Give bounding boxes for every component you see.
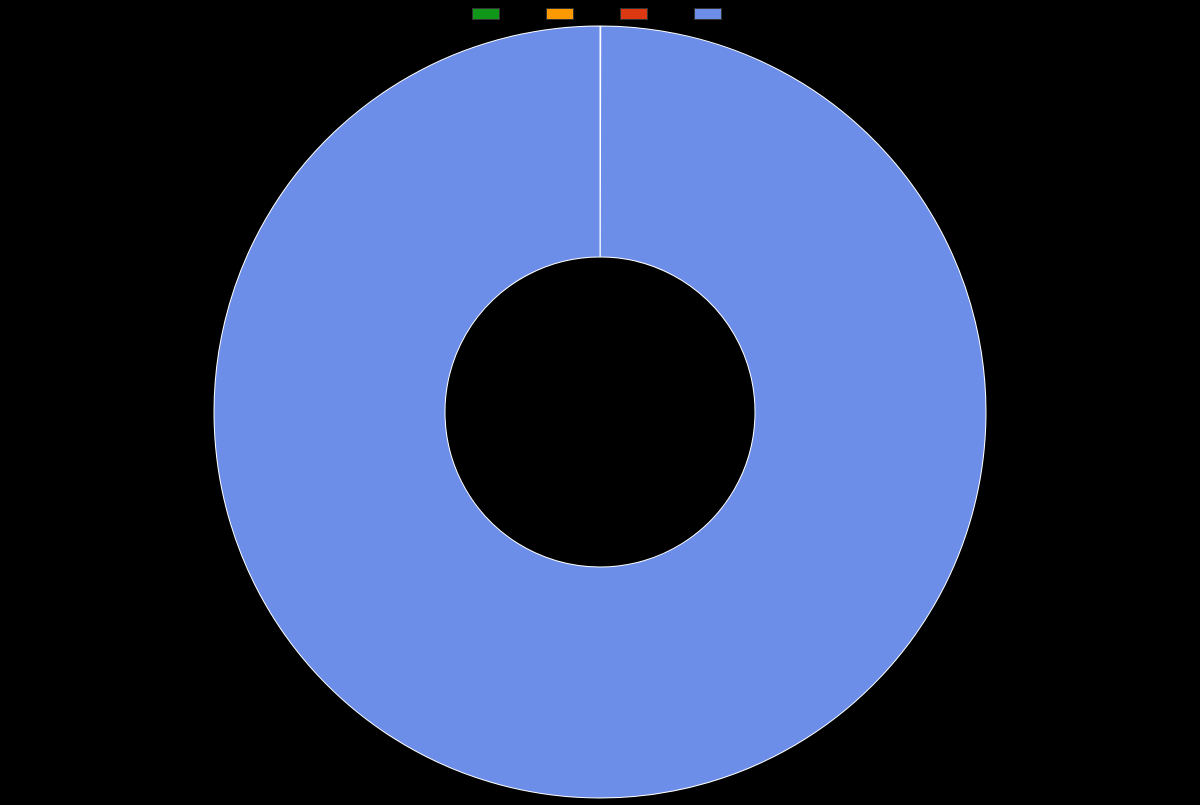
legend-swatch-3	[694, 8, 722, 20]
donut-chart	[212, 24, 988, 800]
legend-item-0[interactable]	[472, 8, 506, 20]
legend-swatch-0	[472, 8, 500, 20]
legend-swatch-2	[620, 8, 648, 20]
legend-item-1[interactable]	[546, 8, 580, 20]
legend-item-3[interactable]	[694, 8, 728, 20]
donut-svg	[212, 24, 988, 800]
legend-swatch-1	[546, 8, 574, 20]
donut-slice-3[interactable]	[214, 26, 986, 798]
chart-legend	[472, 8, 728, 20]
legend-item-2[interactable]	[620, 8, 654, 20]
